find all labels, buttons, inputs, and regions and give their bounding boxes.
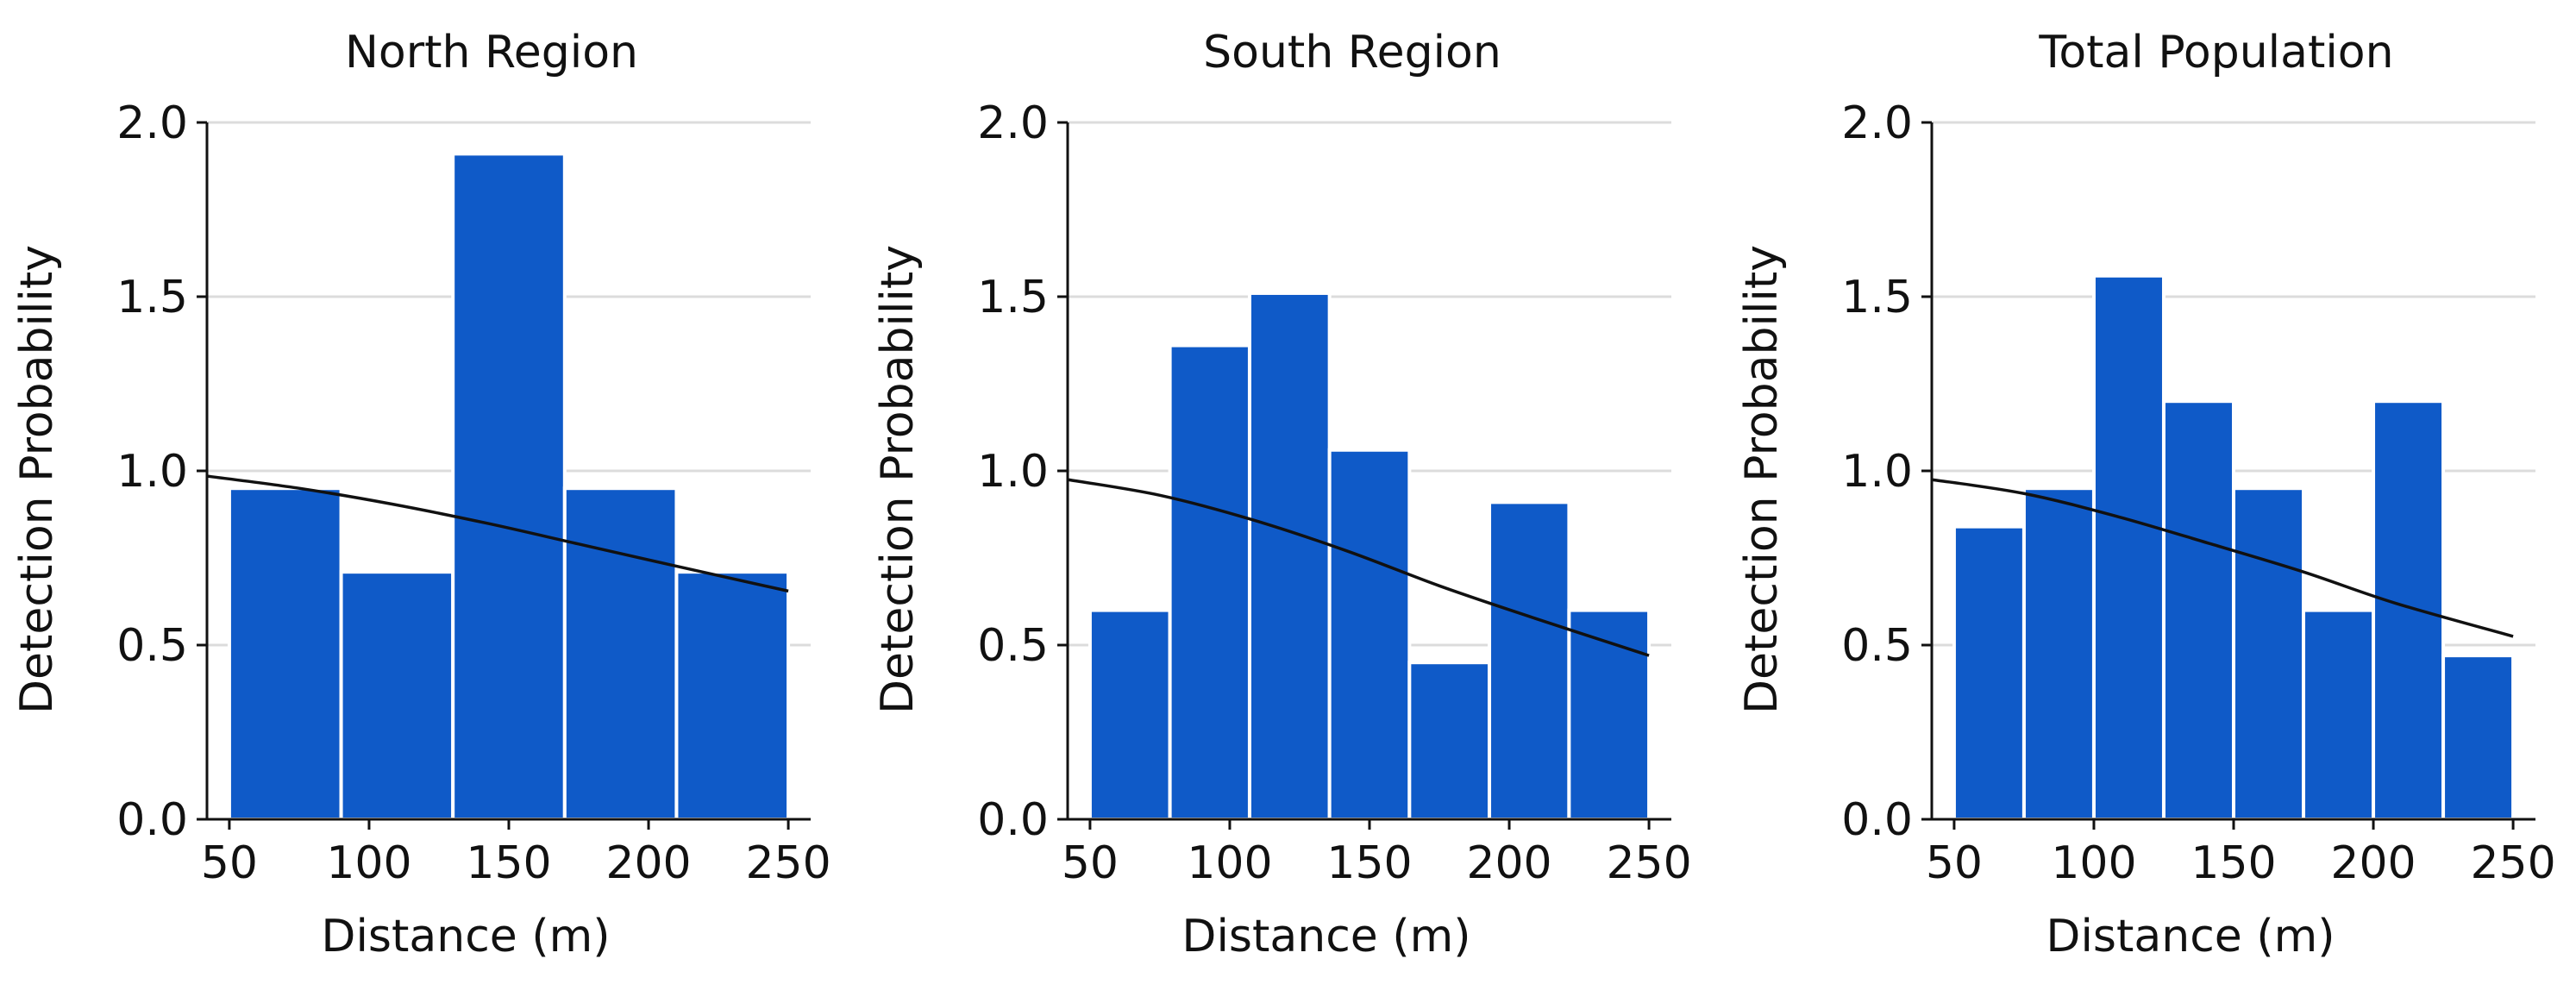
y-tick-label: 0.5	[977, 620, 1049, 672]
histogram-bar	[2232, 486, 2306, 821]
y-tick-label: 1.5	[1841, 272, 1913, 323]
x-tick-label: 200	[605, 837, 691, 889]
histogram-bar	[2302, 608, 2376, 821]
histogram-bar	[674, 570, 791, 821]
histogram-bar	[2161, 399, 2235, 821]
y-tick-label: 1.5	[116, 272, 188, 323]
x-tick-label: 150	[1326, 837, 1412, 889]
histogram-bar	[2091, 273, 2165, 821]
y-tick-label: 0.5	[1841, 620, 1913, 672]
histogram-bar	[1407, 661, 1492, 822]
histogram-bar	[562, 486, 679, 821]
y-tick-label: 2.0	[116, 97, 188, 149]
y-axis-label: Detection Probability	[1736, 245, 1788, 714]
x-tick-label: 250	[2470, 837, 2555, 889]
histogram-bar	[2372, 399, 2446, 821]
y-axis-label: Detection Probability	[11, 245, 63, 714]
x-tick-label: 150	[2191, 837, 2276, 889]
histogram-bar	[227, 486, 343, 821]
x-tick-label: 50	[201, 837, 258, 889]
y-tick-label: 2.0	[1841, 97, 1913, 149]
detection-curve	[1931, 478, 2514, 638]
histogram-bar	[2441, 654, 2516, 821]
x-tick-label: 200	[2330, 837, 2416, 889]
x-tick-label: 100	[326, 837, 411, 889]
y-tick-label: 1.0	[977, 446, 1049, 498]
x-tick-label: 100	[2051, 837, 2136, 889]
y-tick-label: 0.5	[116, 620, 188, 672]
x-tick-label: 250	[1606, 837, 1691, 889]
chart-panel-1: North Region 0.0 0.5 1.0 1.5 2.0 50 100 150 200 25…	[11, 27, 831, 962]
bars	[1087, 291, 1652, 822]
x-tick-label: 50	[1062, 837, 1119, 889]
y-axis-label: Detection Probability	[872, 245, 924, 714]
detection-curve	[206, 474, 789, 593]
histogram-bar	[2021, 486, 2096, 821]
x-axis-label: Distance (m)	[2046, 911, 2335, 962]
y-tick-label: 0.0	[116, 794, 188, 846]
x-tick-label: 150	[466, 837, 551, 889]
chart-panel-2: South Region 0.0 0.5 1.0 1.5 2.0 50 100 150 200 25…	[872, 27, 1692, 962]
y-tick-label: 0.0	[977, 794, 1049, 846]
chart-title: South Region	[1203, 27, 1501, 78]
bars	[227, 152, 791, 822]
chart-panel-3: Total Population 0.0 0.5 1.0 1.5 2.0 50 100 150 2…	[1736, 27, 2556, 962]
x-tick-label: 50	[1926, 837, 1983, 889]
x-axis-label: Distance (m)	[1181, 911, 1470, 962]
histogram-bar	[451, 152, 567, 822]
histogram-bar	[1952, 524, 2026, 821]
histogram-bar	[1087, 608, 1172, 821]
y-tick-label: 1.5	[977, 272, 1049, 323]
y-tick-label: 1.0	[1841, 446, 1913, 498]
histogram-bar	[1168, 343, 1251, 821]
y-tick-label: 0.0	[1841, 794, 1913, 846]
x-axis-label: Distance (m)	[321, 911, 610, 962]
histogram-bar	[1327, 448, 1412, 821]
x-tick-label: 200	[1466, 837, 1551, 889]
x-tick-label: 100	[1187, 837, 1272, 889]
bars	[1952, 273, 2516, 821]
x-tick-label: 250	[745, 837, 830, 889]
chart-title: North Region	[345, 27, 638, 78]
y-tick-label: 1.0	[116, 446, 188, 498]
histogram-bar	[1488, 500, 1571, 821]
y-tick-label: 2.0	[977, 97, 1049, 149]
histogram-bar	[1247, 291, 1332, 821]
detection-curve	[1067, 478, 1650, 657]
histogram-bar	[339, 570, 455, 821]
chart-title: Total Population	[2038, 27, 2393, 78]
